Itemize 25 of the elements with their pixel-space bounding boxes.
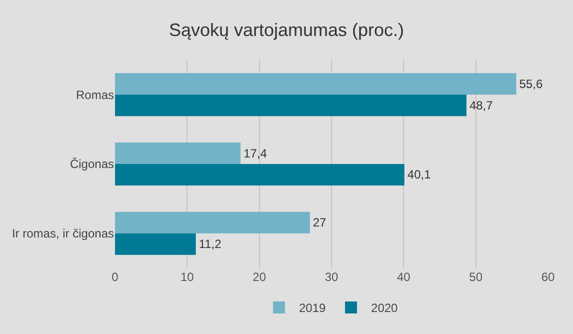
chart-title: Sąvokų vartojamumas (proc.) <box>168 20 404 40</box>
data-label: 11,2 <box>198 237 222 252</box>
x-tick-label: 60 <box>541 270 555 284</box>
legend-label: 2019 <box>299 301 326 316</box>
y-tick-label: Ir romas, ir čigonas <box>12 226 114 241</box>
data-label: 55,6 <box>519 76 543 91</box>
x-tick-label: 0 <box>112 270 119 284</box>
x-tick-label: 20 <box>252 270 266 284</box>
x-tick-label: 50 <box>469 270 483 284</box>
x-tick-label: 30 <box>324 270 338 284</box>
bar <box>115 164 404 186</box>
bar <box>115 233 196 255</box>
y-tick-label: Romas <box>76 88 114 102</box>
data-label: 17,4 <box>244 146 268 160</box>
legend-label: 2020 <box>371 301 398 316</box>
data-label: 48,7 <box>469 98 494 112</box>
bar <box>115 142 241 164</box>
y-tick-label: Čigonas <box>70 157 114 172</box>
bar <box>115 73 516 95</box>
x-tick-label: 40 <box>396 270 411 284</box>
data-label: 27 <box>312 216 327 230</box>
x-tick-label: 10 <box>180 270 194 284</box>
bar <box>115 212 310 234</box>
data-label: 40,1 <box>407 168 432 182</box>
bar <box>115 94 466 116</box>
